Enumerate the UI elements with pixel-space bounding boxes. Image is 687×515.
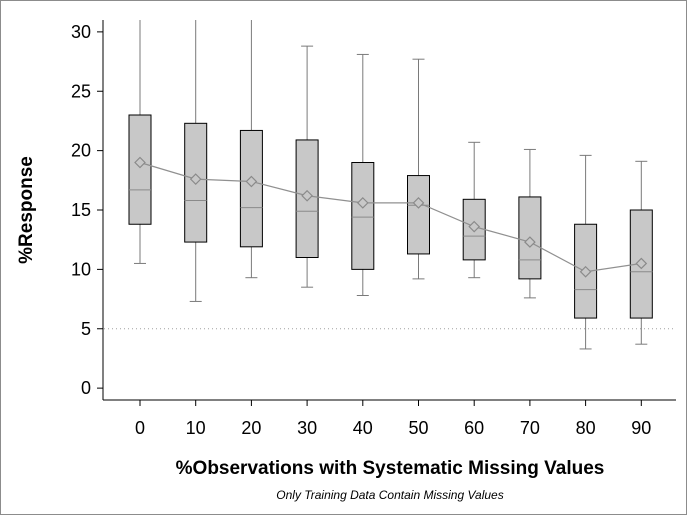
x-tick-label: 90: [631, 418, 651, 438]
box-20: [239, 20, 263, 279]
box-0: [128, 20, 152, 264]
mean-series: [134, 156, 648, 278]
x-axis-title: %Observations with Systematic Missing Va…: [176, 458, 605, 479]
x-tick-label: 70: [520, 418, 540, 438]
box-70: [518, 148, 542, 299]
mean-marker: [356, 197, 369, 209]
y-tick-label: 0: [81, 378, 91, 398]
mean-line: [139, 161, 642, 273]
mean-marker: [134, 156, 146, 169]
x-tick-label: 60: [464, 418, 484, 438]
mean-marker: [245, 175, 258, 188]
y-axis-title: %Response: [16, 156, 37, 264]
box-40: [351, 53, 375, 296]
iqr-box: [407, 175, 430, 255]
y-tick-label: 25: [71, 81, 91, 101]
footnote: Only Training Data Contain Missing Value…: [276, 488, 503, 502]
box-80: [574, 154, 598, 350]
mean-marker: [301, 189, 313, 202]
y-ticks: 0 5 10 15 20 25 30: [71, 22, 103, 398]
box-90: [629, 160, 653, 345]
iqr-box: [351, 162, 375, 270]
box-10: [184, 20, 208, 302]
mean-marker: [524, 236, 536, 248]
boxes: [128, 20, 653, 350]
x-tick-label: 50: [408, 418, 428, 438]
x-tick-label: 30: [297, 418, 317, 438]
mean-marker: [635, 257, 648, 270]
y-tick-label: 5: [81, 319, 91, 339]
x-tick-label: 0: [135, 418, 145, 438]
x-tick-label: 20: [241, 418, 261, 438]
x-tick-label: 40: [353, 418, 373, 438]
mean-marker: [468, 220, 481, 233]
mean-marker: [579, 265, 592, 278]
box-60: [462, 141, 486, 279]
mean-marker: [189, 173, 202, 185]
mean-marker: [412, 197, 425, 209]
x-tick-label: 80: [576, 418, 596, 438]
y-tick-label: 15: [71, 200, 91, 220]
x-ticks: 0 10 20 30 40 50 60 70 80 90: [135, 400, 651, 438]
y-tick-label: 30: [71, 22, 91, 42]
y-tick-label: 10: [71, 259, 91, 279]
iqr-box: [239, 129, 263, 248]
y-tick-label: 20: [71, 141, 91, 161]
x-tick-label: 10: [186, 418, 206, 438]
box-30: [295, 45, 319, 288]
box-50: [407, 58, 430, 280]
iqr-box: [128, 114, 152, 225]
